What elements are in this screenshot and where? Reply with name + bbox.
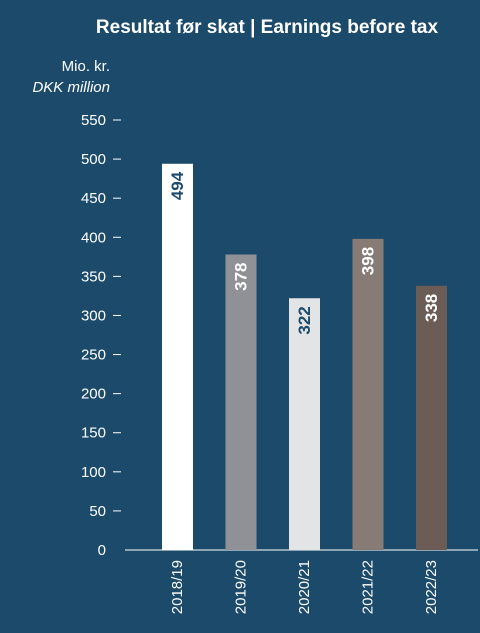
x-tick-label: 2020/21 <box>296 560 313 614</box>
chart-title: Resultat før skat | Earnings before tax <box>96 17 439 38</box>
y-tick-label: 400 <box>81 229 106 246</box>
y-axis: 0 50 100 150 200 250 300 350 400 450 500 550 <box>81 112 121 559</box>
y-tick-label: 0 <box>98 542 106 559</box>
bar <box>162 163 193 551</box>
bars: 494 378 322 398 338 <box>162 163 447 551</box>
bar-value-label: 378 <box>232 262 251 290</box>
y-tick-label: 250 <box>81 347 106 364</box>
bar <box>289 298 320 550</box>
y-tick-label: 150 <box>81 425 106 442</box>
x-axis: 2018/19 2019/20 2020/21 2021/22 2022/23 <box>169 560 440 614</box>
x-tick-label: 2018/19 <box>169 560 186 614</box>
y-tick-label: 500 <box>81 151 106 168</box>
x-tick-label: 2021/22 <box>360 560 377 614</box>
y-tick-label: 350 <box>81 268 106 285</box>
y-tick-label: 100 <box>81 464 106 481</box>
y-tick-label: 550 <box>81 112 106 129</box>
y-tick-label: 50 <box>89 503 106 520</box>
bar-value-label: 398 <box>359 247 378 275</box>
bar <box>352 238 384 550</box>
bar-value-label: 338 <box>422 294 441 322</box>
bar <box>225 254 257 551</box>
y-axis-unit-danish: Mio. kr. <box>62 58 110 75</box>
x-tick-label: 2022/23 <box>423 560 440 614</box>
bar <box>416 285 447 550</box>
y-tick-label: 200 <box>81 386 106 403</box>
y-tick-label: 450 <box>81 190 106 207</box>
y-tick-label: 300 <box>81 307 106 324</box>
bar-value-label: 494 <box>168 171 187 200</box>
bar-value-label: 322 <box>295 306 314 334</box>
y-axis-unit-english: DKK million <box>32 79 110 96</box>
x-tick-label: 2019/20 <box>233 560 250 614</box>
